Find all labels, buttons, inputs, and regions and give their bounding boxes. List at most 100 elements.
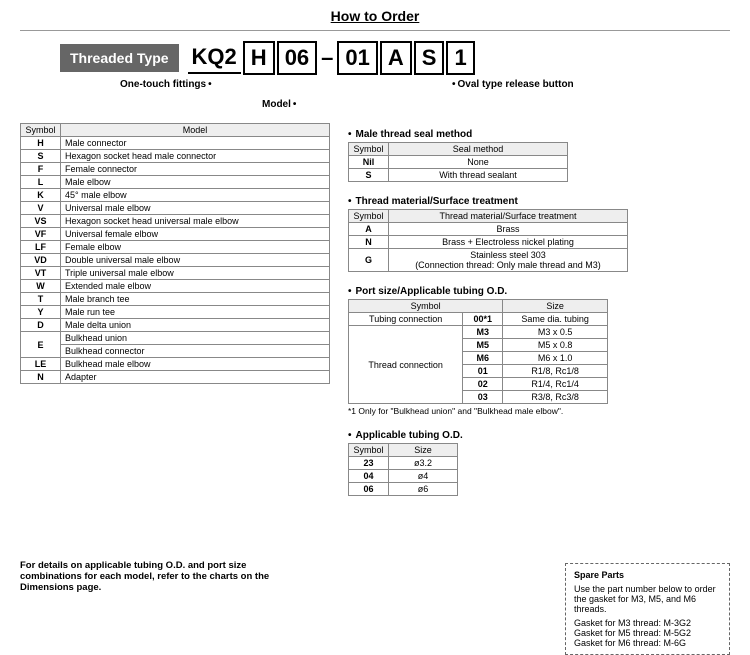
model-symbol: N xyxy=(21,371,61,384)
footer-note: For details on applicable tubing O.D. an… xyxy=(20,560,280,593)
spare-line: Gasket for M6 thread: M-6G xyxy=(574,638,721,648)
model-cell: Male elbow xyxy=(61,176,330,189)
model-th-symbol: Symbol xyxy=(21,124,61,137)
table-cell: Brass + Electroless nickel plating xyxy=(389,236,628,249)
port-symbol: M6 xyxy=(463,352,503,365)
table-symbol: A xyxy=(349,223,389,236)
code-seal: S xyxy=(414,41,445,75)
table-symbol: S xyxy=(349,169,389,182)
table-cell: Stainless steel 303(Connection thread: O… xyxy=(389,249,628,272)
code-prefix: KQ2 xyxy=(188,42,241,74)
model-symbol: L xyxy=(21,176,61,189)
model-cell: Bulkhead union xyxy=(61,332,330,345)
port-group1-label: Tubing connection xyxy=(349,313,463,326)
port-group2-label: Thread connection xyxy=(349,326,463,404)
model-cell: Female connector xyxy=(61,163,330,176)
model-cell: Hexagon socket head male connector xyxy=(61,150,330,163)
model-cell: Double universal male elbow xyxy=(61,254,330,267)
model-symbol: H xyxy=(21,137,61,150)
material-table: SymbolThread material/Surface treatment … xyxy=(348,209,628,272)
table-symbol: 04 xyxy=(349,470,389,483)
table-symbol: 06 xyxy=(349,483,389,496)
port-symbol: 02 xyxy=(463,378,503,391)
model-cell: Male delta union xyxy=(61,319,330,332)
port-symbol: 01 xyxy=(463,365,503,378)
model-cell: Male run tee xyxy=(61,306,330,319)
model-symbol: VF xyxy=(21,228,61,241)
page-title: How to Order xyxy=(20,8,730,24)
model-symbol: Y xyxy=(21,306,61,319)
port-symbol: M5 xyxy=(463,339,503,352)
model-cell: 45° male elbow xyxy=(61,189,330,202)
order-code: KQ2 H 06 – 01 A S 1 xyxy=(187,41,476,75)
table-symbol: 23 xyxy=(349,457,389,470)
port-cell: M5 x 0.8 xyxy=(503,339,608,352)
spare-line: Gasket for M5 thread: M-5G2 xyxy=(574,628,721,638)
table-cell: ø4 xyxy=(389,470,458,483)
model-symbol: E xyxy=(21,332,61,358)
port-symbol: 03 xyxy=(463,391,503,404)
tubing-table: SymbolSize 23ø3.204ø406ø6 xyxy=(348,443,458,496)
caption-one-touch: One-touch fittings xyxy=(120,79,214,90)
model-cell: Triple universal male elbow xyxy=(61,267,330,280)
caption-row-2: Model xyxy=(20,99,730,115)
port-cell: M3 x 0.5 xyxy=(503,326,608,339)
model-cell: Bulkhead male elbow xyxy=(61,358,330,371)
model-symbol: F xyxy=(21,163,61,176)
caption-row-1: One-touch fittings Oval type release but… xyxy=(20,79,730,95)
spare-parts-box: Spare Parts Use the part number below to… xyxy=(565,563,730,655)
tubing-th-symbol: Symbol xyxy=(349,444,389,457)
model-cell: Bulkhead connector xyxy=(61,345,330,358)
port-th-size: Size xyxy=(503,300,608,313)
port-note: *1 Only for "Bulkhead union" and "Bulkhe… xyxy=(348,406,730,416)
material-th-symbol: Symbol xyxy=(349,210,389,223)
spare-line: Gasket for M3 thread: M-3G2 xyxy=(574,618,721,628)
table-symbol: N xyxy=(349,236,389,249)
code-dash: – xyxy=(319,45,335,71)
port-cell: R1/4, Rc1/4 xyxy=(503,378,608,391)
model-cell: Male connector xyxy=(61,137,330,150)
seal-label: Male thread seal method xyxy=(348,129,730,140)
model-symbol: LF xyxy=(21,241,61,254)
model-cell: Universal male elbow xyxy=(61,202,330,215)
model-symbol: D xyxy=(21,319,61,332)
divider xyxy=(20,30,730,31)
port-cell: R3/8, Rc3/8 xyxy=(503,391,608,404)
tubing-th-size: Size xyxy=(389,444,458,457)
right-column: Male thread seal method SymbolSeal metho… xyxy=(348,123,730,496)
model-symbol: VS xyxy=(21,215,61,228)
model-symbol: K xyxy=(21,189,61,202)
code-port: 01 xyxy=(337,41,377,75)
port-symbol: M3 xyxy=(463,326,503,339)
caption-model: Model xyxy=(262,99,298,110)
model-th-model: Model xyxy=(61,124,330,137)
spare-intro: Use the part number below to order the g… xyxy=(574,584,721,614)
table-cell: ø3.2 xyxy=(389,457,458,470)
model-symbol: W xyxy=(21,280,61,293)
code-tubing: 06 xyxy=(277,41,317,75)
model-symbol: VT xyxy=(21,267,61,280)
port-symbol: 00*1 xyxy=(463,313,503,326)
port-cell: R1/8, Rc1/8 xyxy=(503,365,608,378)
material-label: Thread material/Surface treatment xyxy=(348,196,730,207)
port-table: SymbolSize Tubing connection00*1Same dia… xyxy=(348,299,608,404)
left-column: SymbolModel HMale connectorSHexagon sock… xyxy=(20,123,330,496)
table-symbol: Nil xyxy=(349,156,389,169)
port-cell: Same dia. tubing xyxy=(503,313,608,326)
model-symbol: VD xyxy=(21,254,61,267)
model-table: SymbolModel HMale connectorSHexagon sock… xyxy=(20,123,330,384)
table-symbol: G xyxy=(349,249,389,272)
model-cell: Extended male elbow xyxy=(61,280,330,293)
model-cell: Universal female elbow xyxy=(61,228,330,241)
caption-release-button: Oval type release button xyxy=(450,79,574,90)
seal-th-symbol: Symbol xyxy=(349,143,389,156)
type-badge: Threaded Type xyxy=(60,44,179,72)
table-cell: None xyxy=(389,156,568,169)
code-button: 1 xyxy=(446,41,474,75)
seal-table: SymbolSeal method NilNoneSWith thread se… xyxy=(348,142,568,182)
spare-heading: Spare Parts xyxy=(574,570,721,580)
model-symbol: T xyxy=(21,293,61,306)
model-cell: Female elbow xyxy=(61,241,330,254)
model-cell: Male branch tee xyxy=(61,293,330,306)
seal-th-method: Seal method xyxy=(389,143,568,156)
